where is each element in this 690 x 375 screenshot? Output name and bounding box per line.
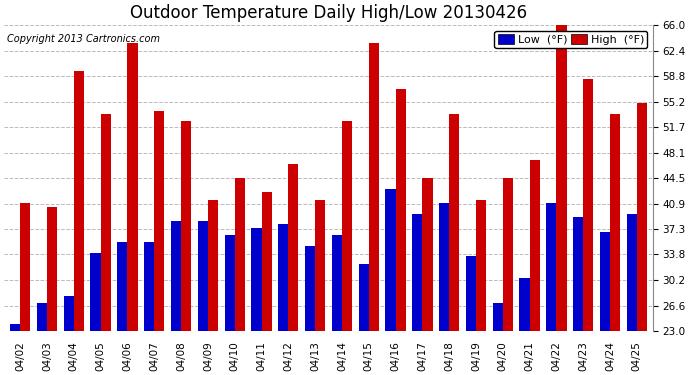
Bar (368, 43, 379, 331)
Bar (610, 114, 620, 331)
Bar (235, 178, 245, 331)
Bar (503, 178, 513, 331)
Bar (583, 78, 593, 331)
Bar (422, 178, 433, 331)
Text: Copyright 2013 Cartronics.com: Copyright 2013 Cartronics.com (8, 34, 160, 44)
Bar (224, 235, 235, 331)
Bar (262, 192, 272, 331)
Bar (90, 253, 101, 331)
Bar (395, 89, 406, 331)
Bar (20, 203, 30, 331)
Bar (278, 225, 288, 331)
Bar (144, 242, 155, 331)
Bar (305, 246, 315, 331)
Bar (359, 264, 368, 331)
Bar (37, 303, 47, 331)
Title: Outdoor Temperature Daily High/Low 20130426: Outdoor Temperature Daily High/Low 20130… (130, 4, 527, 22)
Bar (476, 200, 486, 331)
Bar (556, 25, 566, 331)
Bar (342, 121, 352, 331)
Bar (546, 203, 556, 331)
Bar (251, 228, 262, 331)
Bar (637, 104, 647, 331)
Bar (449, 114, 460, 331)
Bar (493, 303, 503, 331)
Bar (63, 296, 74, 331)
Bar (288, 164, 299, 331)
Bar (439, 203, 449, 331)
Bar (128, 43, 138, 331)
Bar (600, 232, 610, 331)
Bar (181, 121, 191, 331)
Bar (47, 207, 57, 331)
Legend: Low  (°F), High  (°F): Low (°F), High (°F) (495, 31, 647, 48)
Bar (520, 278, 529, 331)
Bar (117, 242, 128, 331)
Bar (171, 221, 181, 331)
Bar (208, 200, 218, 331)
Bar (385, 189, 395, 331)
Bar (332, 235, 342, 331)
Bar (412, 214, 422, 331)
Bar (198, 221, 208, 331)
Bar (10, 324, 20, 331)
Bar (74, 71, 84, 331)
Bar (627, 214, 637, 331)
Bar (573, 217, 583, 331)
Bar (101, 114, 111, 331)
Bar (315, 200, 325, 331)
Bar (466, 256, 476, 331)
Bar (529, 160, 540, 331)
Bar (155, 111, 164, 331)
